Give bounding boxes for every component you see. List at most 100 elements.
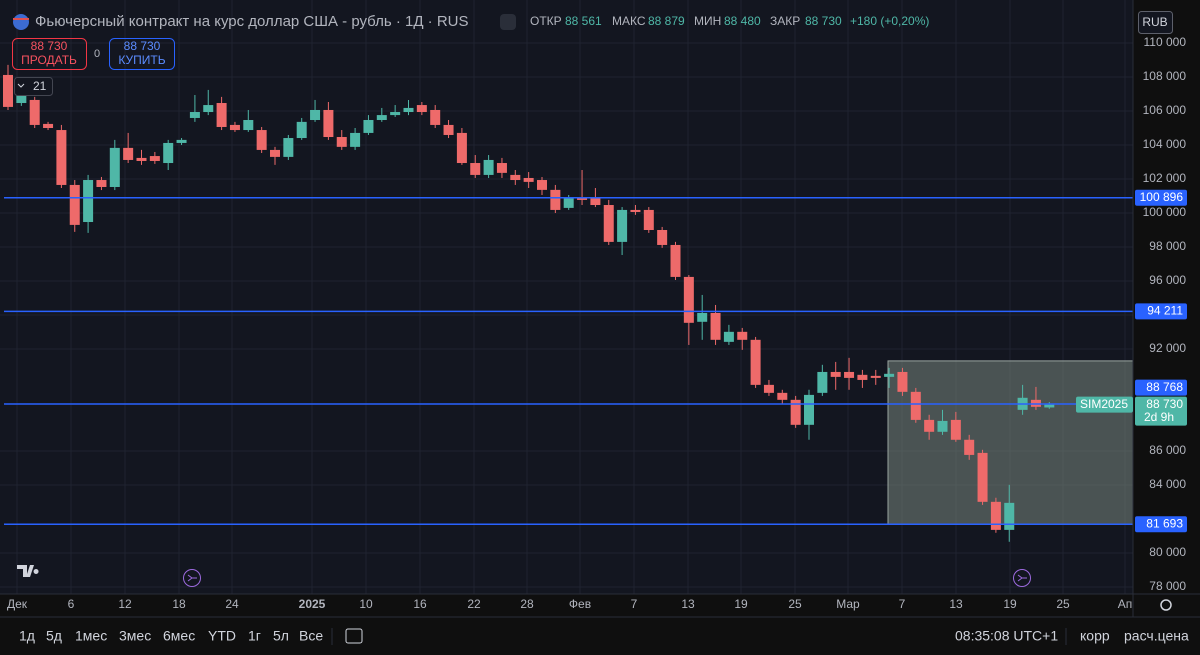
x-tick-label: 25 — [1056, 597, 1070, 611]
candle-body — [270, 149, 280, 157]
settle-button[interactable]: расч.цена — [1124, 628, 1189, 644]
indicator-toggle[interactable] — [14, 77, 53, 96]
flag-stripe — [13, 18, 29, 20]
candle-body — [523, 177, 534, 182]
candle-body — [804, 394, 814, 425]
candle-body — [670, 244, 681, 277]
sell-label[interactable]: ПРОДАТЬ — [21, 53, 77, 67]
candle-body — [777, 392, 788, 400]
event-arrow — [1017, 574, 1027, 582]
candle-body — [69, 184, 80, 225]
y-tick-label: 100 000 — [1143, 205, 1187, 219]
event-circle[interactable] — [183, 569, 201, 587]
menu-icon[interactable] — [500, 14, 516, 30]
range-button[interactable]: 5л — [273, 628, 289, 644]
ohlc-value: 88 561 — [565, 14, 602, 28]
price-label: 88 730 — [1146, 397, 1183, 411]
x-tick-label: 16 — [413, 597, 427, 611]
candle-body — [83, 180, 94, 223]
candle-body — [496, 163, 507, 173]
settings-icon[interactable] — [1160, 599, 1172, 611]
x-tick-label: 7 — [899, 597, 906, 611]
indicator-value: 21 — [33, 79, 47, 93]
candle-body — [603, 205, 614, 242]
candle-body — [283, 138, 294, 157]
range-button[interactable]: 5д — [46, 628, 62, 644]
y-tick-label: 86 000 — [1149, 443, 1186, 457]
candle-body — [176, 139, 187, 143]
candle-body — [910, 391, 921, 420]
event-icon[interactable] — [1013, 569, 1031, 587]
candle-body — [563, 197, 574, 208]
candle-body — [643, 209, 654, 230]
range-button[interactable]: 1д — [19, 628, 35, 644]
x-tick-label: 18 — [172, 597, 186, 611]
countdown: 2d 9h — [1144, 410, 1174, 424]
candle-body — [857, 374, 868, 380]
candle-body — [790, 399, 801, 425]
range-button[interactable]: YTD — [208, 628, 236, 644]
range-button[interactable]: 6мес — [163, 628, 195, 644]
y-tick-label: 92 000 — [1149, 341, 1186, 355]
sell-button[interactable] — [12, 38, 87, 70]
candle-body — [1044, 404, 1055, 408]
candle-body — [416, 105, 427, 113]
candle-body — [323, 109, 334, 138]
position-box — [887, 360, 1134, 525]
candle-body — [723, 331, 734, 342]
x-tick-label: 13 — [681, 597, 695, 611]
x-tick-label: 2025 — [299, 597, 326, 611]
logo — [17, 565, 39, 577]
range-button[interactable]: 3мес — [119, 628, 151, 644]
candle-body — [1004, 502, 1015, 530]
candle-body — [350, 132, 361, 147]
candle-body — [844, 371, 855, 378]
candle-body — [884, 373, 895, 377]
adjust-button[interactable]: корр — [1080, 628, 1110, 644]
candle-body — [3, 74, 13, 107]
y-tick-label: 110 000 — [1144, 35, 1187, 49]
y-tick-label: 106 000 — [1143, 103, 1187, 117]
buy-button[interactable] — [109, 38, 175, 70]
change: +180 (+0,20%) — [850, 14, 929, 28]
y-tick-label: 98 000 — [1149, 239, 1186, 253]
x-tick-label: 13 — [949, 597, 963, 611]
candle-body — [577, 197, 588, 200]
y-tick-label: 80 000 — [1149, 545, 1186, 559]
candle-body — [657, 230, 668, 245]
x-tick-label: 7 — [631, 597, 638, 611]
currency[interactable]: RUB — [1142, 15, 1167, 29]
candle-body — [483, 159, 494, 175]
buy-price[interactable]: 88 730 — [124, 39, 161, 53]
x-tick-label: Мар — [836, 597, 860, 611]
candle-body — [56, 130, 67, 185]
event-circle[interactable] — [1013, 569, 1031, 587]
candle-body — [109, 147, 120, 187]
currency-button[interactable] — [1138, 11, 1173, 34]
range-button[interactable]: Все — [299, 628, 323, 644]
candle-body — [163, 142, 174, 164]
calendar-icon[interactable] — [345, 628, 363, 644]
level-label-bg — [1135, 516, 1187, 533]
candle-body — [937, 420, 948, 432]
candle-body — [149, 156, 160, 161]
flag-icon — [13, 14, 29, 30]
candle-body — [376, 115, 387, 121]
candle-body — [590, 197, 601, 206]
range-button[interactable]: 1г — [248, 628, 261, 644]
candle-body — [363, 120, 374, 133]
candle-body — [96, 180, 107, 187]
sell-price[interactable]: 88 730 — [31, 39, 68, 53]
event-arrow — [187, 574, 197, 582]
symbol-label: SIM2025 — [1080, 397, 1128, 411]
buy-label[interactable]: КУПИТЬ — [118, 53, 165, 67]
candle-body — [710, 312, 721, 340]
candle-body — [123, 147, 134, 160]
range-button[interactable]: 1мес — [75, 628, 107, 644]
event-icon[interactable] — [183, 569, 201, 587]
candle-body — [630, 209, 641, 212]
candle-body — [990, 501, 1001, 530]
y-tick-label: 102 000 — [1143, 171, 1187, 185]
candle-body — [697, 312, 708, 322]
